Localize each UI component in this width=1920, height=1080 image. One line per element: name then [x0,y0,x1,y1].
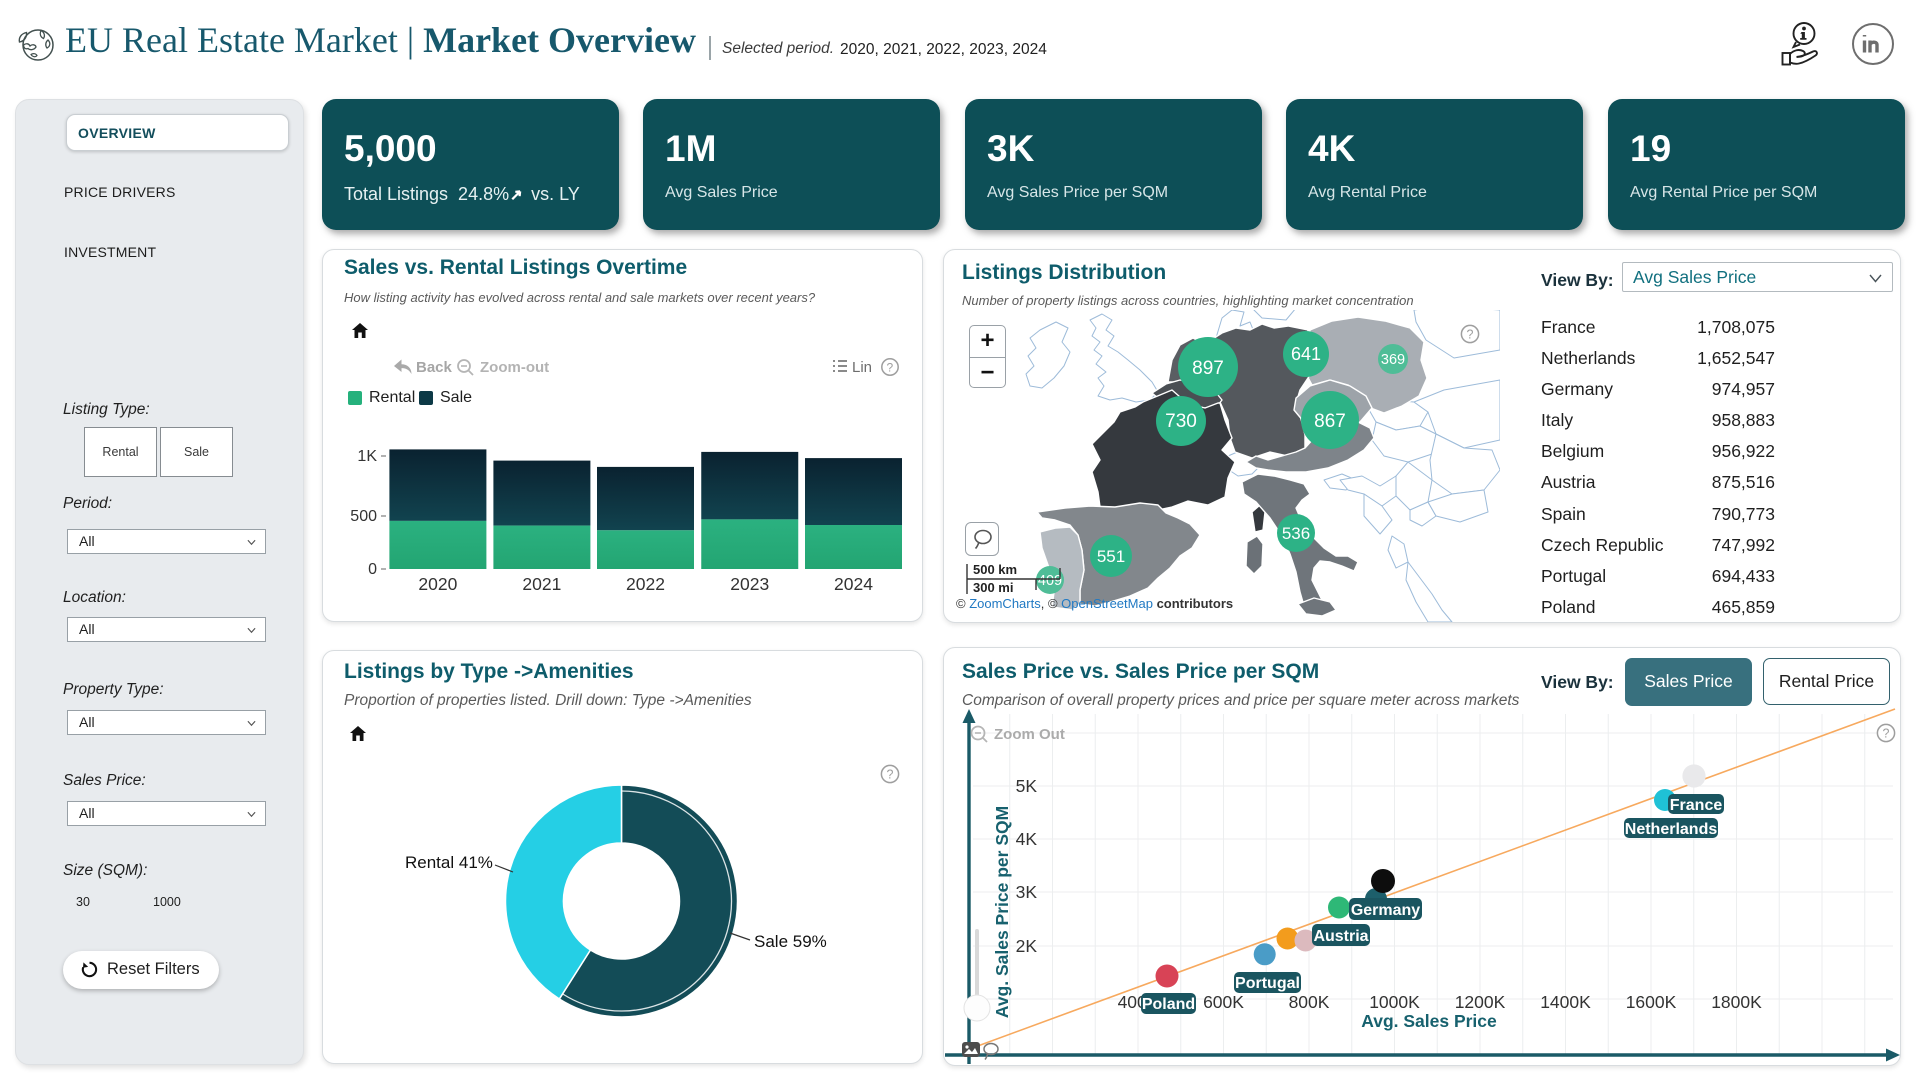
svg-text:Austria: Austria [1313,928,1368,945]
svg-text:2023: 2023 [730,574,769,594]
svg-text:1400K: 1400K [1540,992,1591,1012]
svg-text:867: 867 [1314,411,1346,432]
svg-text:730: 730 [1165,411,1197,432]
svg-text:800K: 800K [1289,992,1330,1012]
svg-text:551: 551 [1097,547,1125,566]
svg-text:Zoom-out: Zoom-out [480,359,549,376]
svg-text:?: ? [1467,328,1474,342]
svg-text:Poland: Poland [1142,996,1195,1013]
svg-text:897: 897 [1192,358,1224,379]
svg-text:Avg. Sales Price: Avg. Sales Price [1361,1011,1497,1031]
svg-text:3K: 3K [1016,882,1038,902]
svg-text:2021: 2021 [522,574,561,594]
svg-text:Avg. Sales Price per SQM: Avg. Sales Price per SQM [992,806,1012,1018]
svg-text:600K: 600K [1203,992,1244,1012]
svg-text:Zoom Out: Zoom Out [994,726,1065,743]
svg-text:500 km: 500 km [973,562,1017,577]
svg-text:Sale 59%: Sale 59% [754,932,827,951]
svg-text:2020: 2020 [418,574,457,594]
svg-text:0: 0 [368,561,377,578]
svg-text:500: 500 [350,508,377,525]
svg-text:Rental 41%: Rental 41% [405,853,493,872]
svg-text:France: France [1670,797,1723,814]
svg-text:536: 536 [1282,524,1310,543]
svg-text:1K: 1K [357,448,377,465]
svg-text:2024: 2024 [834,574,873,594]
svg-text:1800K: 1800K [1711,992,1762,1012]
svg-text:5K: 5K [1016,776,1038,796]
svg-text:1000K: 1000K [1369,992,1420,1012]
svg-text:?: ? [1883,727,1890,741]
svg-text:Portugal: Portugal [1235,975,1300,992]
svg-text:409: 409 [1038,573,1062,589]
svg-text:300 mi: 300 mi [973,580,1013,595]
svg-text:2022: 2022 [626,574,665,594]
svg-text:Back: Back [416,359,453,376]
svg-text:Lin: Lin [852,359,872,376]
svg-text:1600K: 1600K [1626,992,1677,1012]
svg-text:?: ? [887,768,894,782]
svg-text:2K: 2K [1016,936,1038,956]
svg-text:1200K: 1200K [1455,992,1506,1012]
svg-text:4K: 4K [1016,829,1038,849]
svg-text:641: 641 [1291,344,1321,364]
svg-text:Netherlands: Netherlands [1625,821,1718,838]
svg-text:?: ? [887,361,894,375]
svg-text:Germany: Germany [1351,902,1420,919]
svg-text:369: 369 [1381,352,1405,368]
